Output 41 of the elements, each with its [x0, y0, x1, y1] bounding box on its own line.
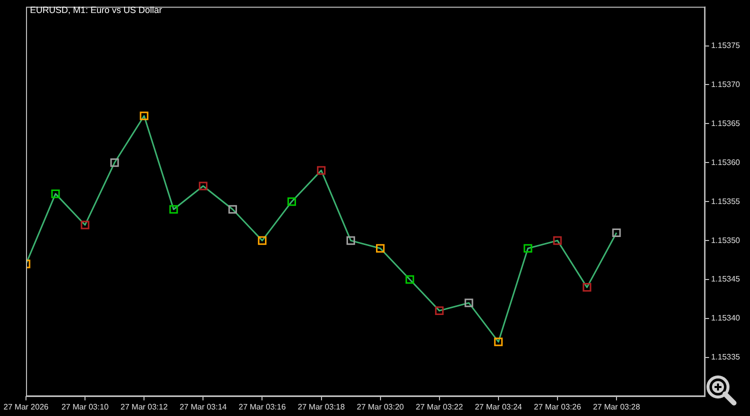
y-tick-label: 1.15340	[711, 314, 741, 323]
y-tick-label: 1.15365	[711, 118, 741, 128]
point	[287, 197, 296, 206]
chart-title: EURUSD, M1: Euro vs US Dollar	[30, 5, 162, 15]
point	[406, 275, 414, 284]
y-tick-label: 1.15375	[711, 40, 741, 50]
point	[228, 205, 237, 214]
y-tick-label: 1.15335	[711, 352, 741, 362]
y-tick-label: 1.15350	[711, 236, 741, 245]
point	[464, 298, 474, 308]
point	[258, 236, 266, 245]
point	[80, 220, 90, 230]
y-tick-label: 1.15360	[711, 158, 741, 167]
point	[51, 190, 60, 198]
point	[110, 158, 119, 167]
point	[582, 283, 592, 292]
point	[553, 236, 562, 245]
x-tick-label: 27 Mar 03:16	[238, 402, 286, 412]
point	[140, 112, 148, 120]
point	[494, 338, 503, 346]
x-tick-label: 27 Mar 03:12	[120, 402, 168, 412]
x-tick-label: 27 Mar 03:22	[416, 402, 464, 412]
x-tick-label: 27 Mar 03:20	[356, 402, 404, 412]
point	[316, 166, 326, 175]
point	[612, 228, 621, 238]
x-tick-label: 27 Mar 03:28	[592, 402, 641, 412]
point	[435, 306, 444, 315]
x-tick-label: 27 Mar 03:14	[180, 402, 228, 412]
x-tick-label: 27 Mar 2026	[4, 402, 50, 412]
x-tick-label: 27 Mar 03:24	[474, 402, 523, 412]
x-tick-label: 27 Mar 03:10	[61, 402, 110, 412]
x-tick-label: 27 Mar 03:26	[534, 402, 582, 412]
point	[169, 205, 178, 214]
point	[376, 244, 385, 253]
point	[524, 244, 532, 253]
point	[198, 182, 208, 190]
y-tick-label: 1.15370	[711, 80, 741, 89]
x-tick-label: 27 Mar 03:18	[298, 402, 346, 412]
point	[346, 236, 356, 245]
y-tick-label: 1.15355	[711, 196, 741, 206]
y-tick-label: 1.15345	[711, 274, 741, 284]
